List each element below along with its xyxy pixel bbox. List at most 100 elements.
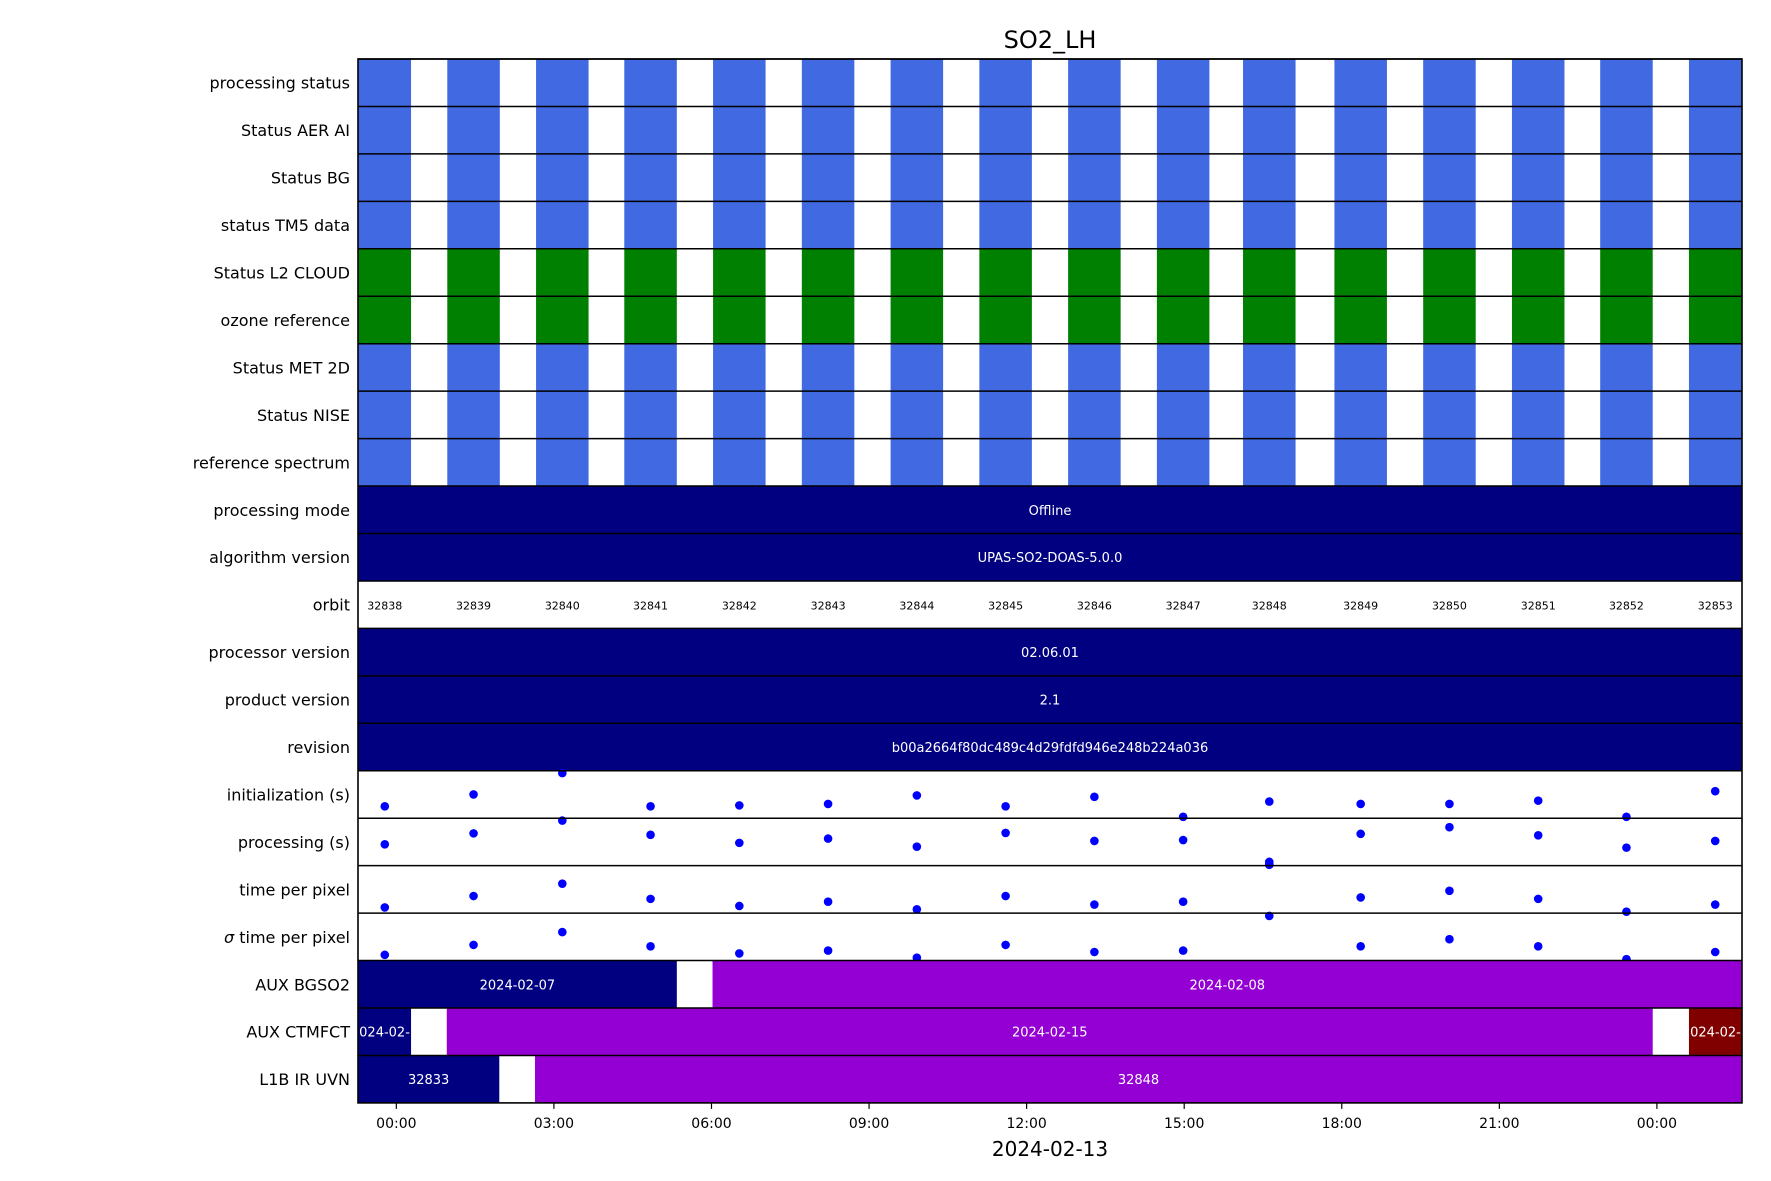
- x-tick-label: 06:00: [691, 1116, 731, 1132]
- status-block-orbit-32847: [1156, 343, 1210, 392]
- status-block-orbit-32851: [1511, 248, 1565, 297]
- orbit-label: 32849: [1343, 600, 1378, 613]
- status-block-orbit-32853: [1688, 343, 1742, 392]
- status-block-orbit-32844: [890, 201, 944, 249]
- status-block-orbit-32844: [890, 296, 944, 344]
- data-point: [1533, 942, 1543, 951]
- band-segment: [358, 723, 1742, 771]
- status-block-orbit-32851: [1511, 59, 1565, 107]
- row-label: ozone reference: [221, 311, 350, 330]
- row-7: Status MET 2D: [233, 342, 1742, 392]
- data-point: [380, 839, 390, 849]
- row-label-sigma: σ: [224, 928, 235, 947]
- band-label: 02.06.01: [1021, 646, 1079, 661]
- band-segment: [712, 960, 1742, 1008]
- status-block-orbit-32851: [1511, 153, 1565, 202]
- status-block-orbit-32846: [1068, 59, 1121, 107]
- status-block-orbit-32842: [713, 106, 766, 154]
- status-block-orbit-32838: [358, 59, 412, 107]
- status-block-orbit-32846: [1068, 438, 1121, 487]
- row-21: AUX CTMFCT 2024-02-1 2024-02-15 2024-02-1: [246, 1007, 1749, 1056]
- band-segment: [358, 675, 1742, 724]
- status-block-orbit-32846: [1068, 343, 1121, 392]
- row-label: product version: [225, 691, 350, 710]
- data-point: [380, 950, 390, 960]
- status-block-orbit-32843: [801, 201, 855, 249]
- status-block-orbit-32846: [1068, 153, 1121, 202]
- status-block-orbit-32840: [536, 391, 589, 439]
- data-point: [469, 940, 478, 950]
- orbit-label: 32843: [811, 600, 846, 613]
- status-block-orbit-32847: [1156, 106, 1210, 154]
- status-block-orbit-32852: [1600, 391, 1653, 439]
- row-label: Status BG: [271, 169, 350, 188]
- row-15: revision b00a2664f80dc489c4d29fdfd946e248…: [287, 722, 1742, 771]
- data-point: [1533, 894, 1543, 904]
- status-block-orbit-32845: [979, 343, 1032, 392]
- status-block-orbit-32843: [801, 343, 855, 392]
- data-point: [1445, 934, 1454, 944]
- data-point: [646, 802, 655, 811]
- status-block-orbit-32838: [358, 106, 412, 154]
- status-block-orbit-32844: [890, 248, 944, 297]
- status-block-orbit-32841: [624, 248, 677, 297]
- status-block-orbit-32850: [1423, 343, 1476, 392]
- status-block-orbit-32842: [713, 343, 766, 392]
- row-17: processing (s): [238, 816, 1742, 870]
- status-block-orbit-32850: [1423, 248, 1476, 297]
- status-block-orbit-32843: [801, 248, 855, 297]
- status-block-orbit-32849: [1334, 201, 1387, 249]
- data-point: [558, 879, 567, 888]
- data-point: [1178, 812, 1188, 822]
- data-point: [469, 790, 478, 799]
- band-label: 2.1: [1040, 694, 1061, 709]
- row-label: initialization (s): [227, 785, 350, 804]
- data-point: [646, 942, 655, 951]
- row-8: Status NISE: [257, 390, 1742, 439]
- data-point: [380, 903, 390, 912]
- status-block-orbit-32843: [801, 391, 855, 439]
- status-block-orbit-32847: [1156, 201, 1210, 249]
- status-block-orbit-32852: [1600, 343, 1653, 392]
- status-block-orbit-32845: [979, 59, 1032, 107]
- status-block-orbit-32847: [1156, 438, 1210, 487]
- orbit-label: 32851: [1521, 600, 1556, 613]
- row-6: ozone reference: [221, 295, 1742, 344]
- status-block-orbit-32840: [536, 296, 589, 344]
- data-point: [1001, 940, 1010, 950]
- status-block-orbit-32845: [979, 106, 1032, 154]
- status-block-orbit-32838: [358, 248, 412, 297]
- status-block-orbit-32844: [890, 59, 944, 107]
- status-block-orbit-32847: [1156, 296, 1210, 344]
- data-point: [646, 894, 655, 904]
- row-18: time per pixel: [239, 860, 1742, 916]
- status-block-orbit-32852: [1600, 106, 1653, 154]
- status-block-orbit-32838: [358, 343, 412, 392]
- status-block-orbit-32840: [536, 106, 589, 154]
- x-tick-label: 12:00: [1006, 1116, 1046, 1132]
- status-block-orbit-32850: [1423, 438, 1476, 487]
- status-block-orbit-32840: [536, 438, 589, 487]
- data-point: [1264, 860, 1274, 870]
- band-segment: [358, 486, 1742, 534]
- status-block-orbit-32845: [979, 438, 1032, 487]
- status-block-orbit-32846: [1068, 391, 1121, 439]
- status-block-orbit-32843: [801, 59, 855, 107]
- status-block-orbit-32848: [1243, 296, 1296, 344]
- row-4: status TM5 data: [221, 200, 1742, 249]
- status-block-orbit-32841: [624, 391, 677, 439]
- row-label: processing status: [210, 74, 350, 93]
- chart-title: SO2_LH: [1004, 26, 1097, 54]
- row-1: processing status: [210, 58, 1742, 107]
- status-block-orbit-32838: [358, 201, 412, 249]
- orbit-label: 32839: [456, 600, 491, 613]
- data-point: [1090, 947, 1099, 957]
- status-block-orbit-32840: [536, 201, 589, 249]
- row-label: AUX CTMFCT: [246, 1023, 350, 1042]
- orbit-label: 32845: [988, 600, 1023, 613]
- data-point: [380, 802, 390, 811]
- band-label: 2024-02-07: [480, 978, 556, 993]
- status-block-orbit-32838: [358, 296, 412, 344]
- band-label: 32833: [408, 1073, 449, 1088]
- status-block-orbit-32848: [1243, 201, 1296, 249]
